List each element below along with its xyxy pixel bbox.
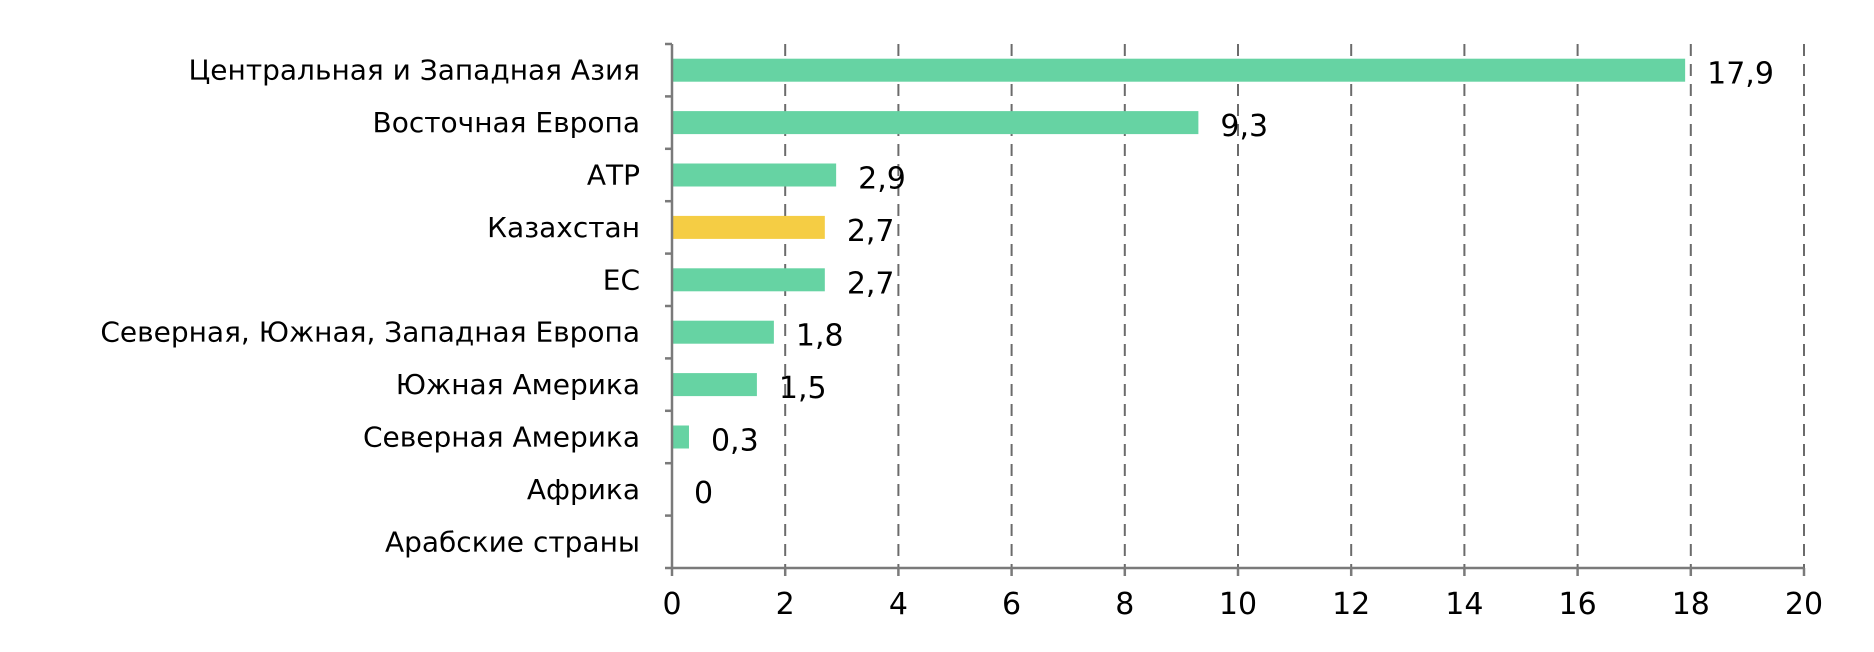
bar-3 [672,215,825,239]
bar-2 [672,163,837,187]
x-tick-label: 0 [662,587,681,622]
x-tick-label: 12 [1332,587,1370,622]
category-label: АТР [587,159,640,192]
x-tick-label: 10 [1219,587,1257,622]
data-label: 17,9 [1707,57,1774,92]
data-label: 0,3 [711,424,759,459]
x-tick-label: 6 [1002,587,1021,622]
category-label: Казахстан [487,211,640,244]
category-label: ЕС [603,263,640,296]
x-tick-label: 20 [1785,587,1823,622]
category-label: Южная Америка [396,368,640,401]
x-tick-label: 8 [1115,587,1134,622]
data-label: 2,7 [847,214,895,249]
data-label: 1,8 [796,319,844,354]
data-label: 2,7 [847,266,895,301]
bar-layer [672,58,1686,449]
x-tick-label: 14 [1445,587,1483,622]
category-label: Африка [527,473,640,506]
x-tick-label: 18 [1672,587,1710,622]
bar-7 [672,425,689,449]
x-tick-label: 4 [889,587,908,622]
label-layer: Центральная и Западная Азия 17,9 Восточная… [100,54,1823,622]
x-tick-label: 16 [1559,587,1597,622]
bar-0 [672,58,1686,82]
category-label: Арабские страны [385,525,640,558]
axis-layer [665,42,1806,576]
data-label: 2,9 [858,162,906,197]
bar-6 [672,373,757,397]
data-label: 1,5 [779,371,827,406]
bar-5 [672,320,774,344]
category-label: Центральная и Западная Азия [189,54,640,87]
x-tick-label: 2 [776,587,795,622]
category-label: Северная, Южная, Западная Европа [100,316,640,349]
data-label: 9,3 [1220,109,1268,144]
bar-1 [672,111,1199,135]
category-label: Восточная Европа [373,106,641,139]
data-label: 0 [694,476,713,511]
category-label: Северная Америка [363,421,640,454]
bar-4 [672,268,825,292]
